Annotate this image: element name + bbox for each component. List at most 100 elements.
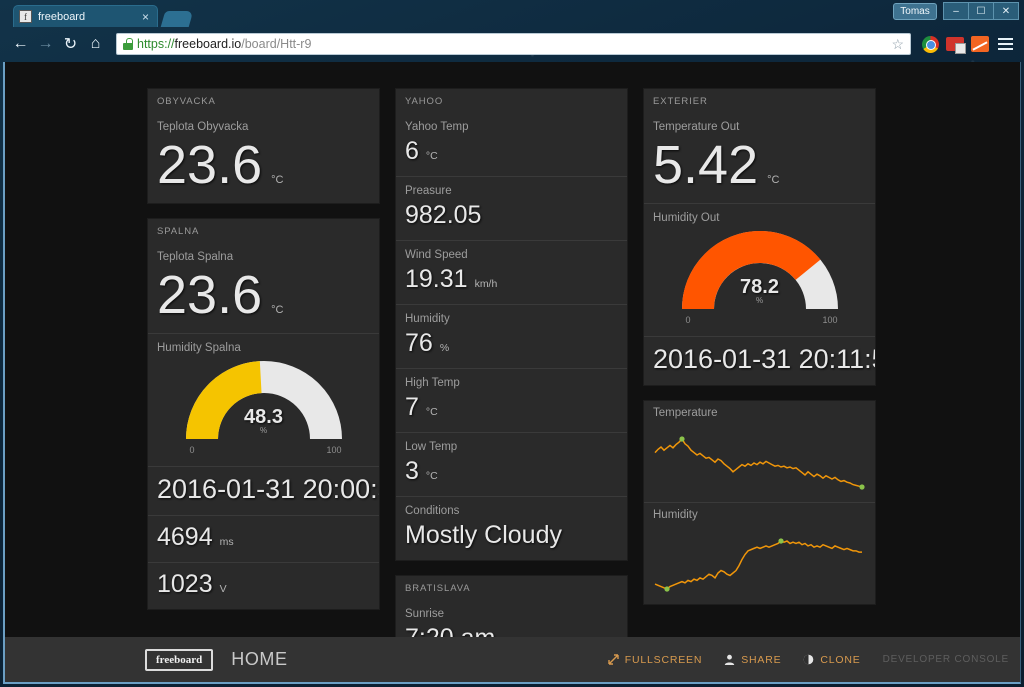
sparkline-temperature bbox=[653, 436, 865, 490]
widget-conditions[interactable]: Conditions Mostly Cloudy bbox=[396, 496, 627, 560]
widget-yahoo-humidity[interactable]: Humidity 76 % bbox=[396, 304, 627, 368]
contrast-circle-icon bbox=[804, 654, 814, 665]
maximize-button[interactable]: ☐ bbox=[968, 2, 994, 20]
widget-label: Humidity bbox=[405, 313, 450, 325]
board-column-2: YAHOO Yahoo Temp 6 °C Preasure 982.05 bbox=[395, 88, 628, 682]
widget-teplota-spalna[interactable]: Teplota Spalna 23.6 °C bbox=[148, 243, 379, 333]
widget-label: Conditions bbox=[405, 505, 460, 517]
widget-label: Yahoo Temp bbox=[405, 121, 469, 133]
widget-low-temp[interactable]: Low Temp 3 °C bbox=[396, 432, 627, 496]
window-controls: Tomas – ☐ ✕ bbox=[893, 2, 1019, 20]
gauge-arc bbox=[681, 231, 838, 310]
widget-value: 2016-01-31 20:00:54 bbox=[157, 474, 379, 504]
developer-console-link[interactable]: DEVELOPER CONSOLE bbox=[882, 654, 1009, 665]
pane-title: OBYVACKA bbox=[148, 89, 379, 113]
widget-value: 23.6 bbox=[157, 135, 263, 195]
gauge-units: % bbox=[259, 426, 268, 435]
widget-label: Humidity Out bbox=[653, 212, 720, 224]
widget-temperature-out[interactable]: Temperature Out 5.42 °C bbox=[644, 113, 875, 203]
widget-units: °C bbox=[767, 174, 780, 186]
pane-title: SPALNA bbox=[148, 219, 379, 243]
widget-value: 19.31 bbox=[405, 265, 468, 293]
widget-units: V bbox=[219, 583, 227, 595]
user-profile-button[interactable]: Tomas bbox=[893, 2, 937, 20]
favicon-icon: f bbox=[19, 10, 32, 23]
back-icon[interactable]: ← bbox=[12, 35, 29, 52]
sparkline-marker bbox=[679, 436, 685, 442]
widget-label: High Temp bbox=[405, 377, 460, 389]
extension-icon[interactable] bbox=[944, 33, 966, 55]
widget-value: 1023 bbox=[157, 570, 213, 598]
sparkline-path bbox=[655, 439, 862, 487]
board-column-3: EXTERIER Temperature Out 5.42 °C Humidit… bbox=[643, 88, 876, 682]
widget-label: Wind Speed bbox=[405, 249, 468, 261]
widget-humidity-spalna-gauge[interactable]: Humidity Spalna 48.3 % 0 bbox=[148, 333, 379, 466]
widget-temperature-sparkline[interactable]: Temperature bbox=[644, 401, 875, 502]
gauge-value: 48.3 bbox=[244, 406, 283, 428]
widget-value: 23.6 bbox=[157, 265, 263, 325]
widget-label: Low Temp bbox=[405, 441, 458, 453]
widget-units: °C bbox=[271, 174, 284, 186]
gauge-min-label: 0 bbox=[685, 315, 691, 325]
board-columns: OBYVACKA Teplota Obyvacka 23.6 °C SPALNA bbox=[147, 88, 876, 682]
widget-label: Sunrise bbox=[405, 608, 444, 620]
browser-menu-icon[interactable] bbox=[994, 33, 1016, 55]
widget-preasure[interactable]: Preasure 982.05 bbox=[396, 176, 627, 240]
gauge-value: 78.2 bbox=[740, 276, 779, 298]
person-icon bbox=[725, 654, 735, 665]
navigation-bar: ← → ↻ ⌂ https:// freeboard.io /board/Htt… bbox=[0, 27, 1024, 61]
widget-yahoo-temp[interactable]: Yahoo Temp 6 °C bbox=[396, 113, 627, 176]
url-scheme: https:// bbox=[137, 37, 175, 51]
chrome-profile-icon[interactable] bbox=[919, 33, 941, 55]
widget-spalna-timestamp[interactable]: 2016-01-31 20:00:54 bbox=[148, 466, 379, 515]
close-window-button[interactable]: ✕ bbox=[993, 2, 1019, 20]
analytics-extension-icon[interactable] bbox=[969, 33, 991, 55]
board-column-1: OBYVACKA Teplota Obyvacka 23.6 °C SPALNA bbox=[147, 88, 380, 682]
gauge-arc bbox=[185, 361, 342, 440]
widget-units: °C bbox=[425, 406, 438, 418]
widget-value: 6 bbox=[405, 137, 419, 165]
gauge-max-label: 100 bbox=[822, 315, 838, 325]
pane-title: EXTERIER bbox=[644, 89, 875, 113]
widget-high-temp[interactable]: High Temp 7 °C bbox=[396, 368, 627, 432]
widget-value: 982.05 bbox=[405, 201, 482, 229]
widget-units: % bbox=[439, 342, 450, 354]
forward-icon[interactable]: → bbox=[37, 35, 54, 52]
widget-spalna-voltage[interactable]: 1023 V bbox=[148, 562, 379, 609]
tab-strip: f freeboard × Tomas – ☐ ✕ bbox=[0, 0, 1024, 27]
home-icon[interactable]: ⌂ bbox=[90, 35, 101, 52]
widget-humidity-out-gauge[interactable]: Humidity Out 78.2 % 0 bbox=[644, 203, 875, 336]
clone-button[interactable]: CLONE bbox=[803, 654, 860, 666]
widget-wind-speed[interactable]: Wind Speed 19.31 km/h bbox=[396, 240, 627, 304]
reload-icon[interactable]: ↻ bbox=[63, 36, 78, 53]
sparkline-marker bbox=[778, 538, 784, 544]
widget-units: °C bbox=[271, 304, 284, 316]
pane-exterier[interactable]: EXTERIER Temperature Out 5.42 °C Humidit… bbox=[643, 88, 876, 386]
widget-teplota-obyvacka[interactable]: Teplota Obyvacka 23.6 °C bbox=[148, 113, 379, 203]
pane-yahoo[interactable]: YAHOO Yahoo Temp 6 °C Preasure 982.05 bbox=[395, 88, 628, 561]
page-viewport: OBYVACKA Teplota Obyvacka 23.6 °C SPALNA bbox=[3, 62, 1021, 684]
new-tab-button[interactable] bbox=[160, 11, 194, 27]
minimize-button[interactable]: – bbox=[943, 2, 969, 20]
widget-value: 2016-01-31 20:11:51 bbox=[653, 344, 875, 374]
pane-charts[interactable]: Temperature Humidity bbox=[643, 400, 876, 605]
widget-units: ms bbox=[219, 536, 234, 548]
fullscreen-button[interactable]: FULLSCREEN bbox=[608, 654, 702, 666]
widget-spalna-ms[interactable]: 4694 ms bbox=[148, 515, 379, 562]
share-label: SHARE bbox=[741, 653, 782, 666]
freeboard-logo[interactable]: freeboard bbox=[145, 648, 214, 671]
pane-spalna[interactable]: SPALNA Teplota Spalna 23.6 °C Humidity S… bbox=[147, 218, 380, 610]
fullscreen-label: FULLSCREEN bbox=[624, 653, 703, 666]
browser-tab-freeboard[interactable]: f freeboard × bbox=[13, 5, 158, 27]
address-bar[interactable]: https:// freeboard.io /board/Htt-r9 ☆ bbox=[116, 33, 911, 55]
bookmark-star-icon[interactable]: ☆ bbox=[891, 35, 904, 52]
share-button[interactable]: SHARE bbox=[724, 654, 781, 666]
widget-exterier-timestamp[interactable]: 2016-01-31 20:11:51 bbox=[644, 336, 875, 385]
widget-value: 3 bbox=[405, 457, 419, 485]
widget-units: km/h bbox=[474, 278, 498, 290]
widget-label: Humidity Spalna bbox=[157, 342, 241, 354]
close-tab-icon[interactable]: × bbox=[141, 9, 149, 24]
widget-humidity-sparkline[interactable]: Humidity bbox=[644, 502, 875, 604]
pane-obyvacka[interactable]: OBYVACKA Teplota Obyvacka 23.6 °C bbox=[147, 88, 380, 204]
widget-label: Teplota Obyvacka bbox=[157, 121, 249, 133]
